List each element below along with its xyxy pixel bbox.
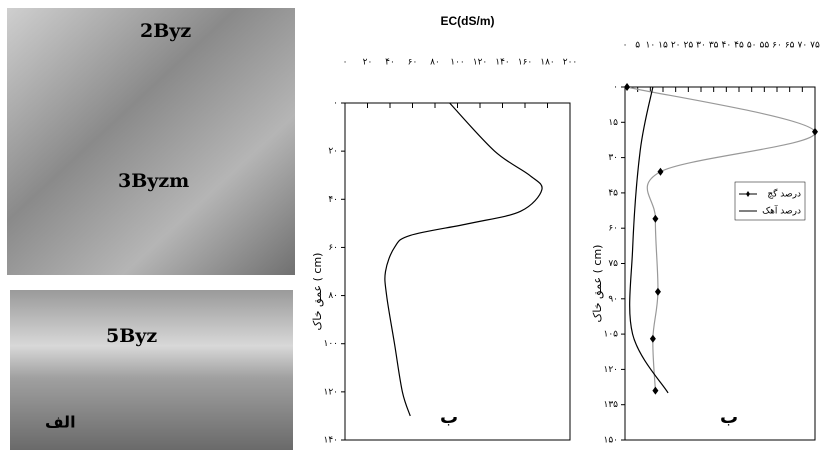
x-tick-label: ۶۵ [785,41,795,51]
x-tick-label: ۳۵ [709,41,719,51]
data-line [385,103,542,416]
x-tick-label: ۱۸۰ [540,58,555,68]
x-tick-label: ۸۰ [430,58,440,68]
data-line [627,87,815,391]
x-tick-label: ۴۰ [385,58,395,68]
x-tick-label: ۴۵ [734,41,744,51]
x-tick-label: ۱۶۰ [518,58,533,68]
x-tick-label: ۱۰۰ [450,58,465,68]
y-tick-label: ۶۰ [328,243,338,253]
x-tick-label: ۱۰ [645,41,655,51]
plot-frame [625,87,815,440]
x-tick-label: ۲۰ [363,58,373,68]
y-tick-label: ۱۵ [608,118,618,128]
chart-title: EC(dS/m) [441,14,495,28]
y-tick-label: ۹۰ [608,294,618,304]
x-tick-label: ۰ [343,58,348,68]
data-point [652,215,658,223]
x-tick-label: ۶۰ [408,58,418,68]
x-tick-label: ۷۵ [810,41,820,51]
y-tick-label: ۱۳۵ [603,400,618,410]
y-axis-label: عمق خاک ( cm) [591,245,605,323]
y-tick-label: ۴۵ [608,188,618,198]
x-tick-label: ۵۵ [759,41,769,51]
legend-label: درصد آهک [762,205,801,217]
x-tick-label: ۳۰ [696,41,706,51]
plot-frame [345,103,570,440]
data-line [630,87,668,393]
y-tick-label: ۰ [333,99,338,109]
y-tick-label: ۱۲۰ [323,387,338,397]
x-tick-label: ۲۰۰ [563,58,578,68]
y-tick-label: ۱۰۰ [323,339,338,349]
x-tick-label: ۷۰ [797,41,807,51]
legend-label: درصد گچ [767,188,801,200]
y-tick-label: ۳۰ [608,153,618,163]
x-tick-label: ۲۵ [683,41,693,51]
photo [7,8,295,275]
data-point [655,288,661,296]
horizon-label: 2Byz [140,20,191,42]
y-tick-label: ۸۰ [328,291,338,301]
x-tick-label: ۱۴۰ [495,58,510,68]
data-point [652,387,658,395]
data-point [657,168,663,176]
panel-label: الف [45,413,76,432]
x-tick-label: ۰ [623,41,628,51]
x-tick-label: ۱۲۰ [473,58,488,68]
y-tick-label: ۱۰۵ [603,330,618,340]
y-axis-label: عمق خاک ( cm) [311,253,325,331]
figure: 2Byz 3Byzm 5Byz الف ۰۲۰۴۰۶۰۸۰۱۰۰۱۲۰۱۴۰۱۶… [0,0,834,452]
horizon-label: 5Byz [106,325,157,347]
x-tick-label: ۵ [635,41,640,51]
panel-label: ب [440,407,458,428]
y-tick-label: ۷۵ [608,259,618,269]
y-tick-label: ۶۰ [608,224,618,234]
x-tick-label: ۱۵ [658,41,668,51]
x-tick-label: ۲۰ [671,41,681,51]
y-tick-label: ۴۰ [328,195,338,205]
data-point [650,335,656,343]
horizon-label: 3Byzm [118,170,189,192]
y-tick-label: ۲۰ [328,147,338,157]
x-tick-label: ۵۰ [747,41,757,51]
y-tick-label: ۱۵۰ [603,436,618,446]
panel-label: ب [720,407,738,428]
y-tick-label: ۰ [613,83,618,93]
x-tick-label: ۴۰ [721,41,731,51]
y-tick-label: ۱۴۰ [323,436,338,446]
x-tick-label: ۶۰ [772,41,782,51]
y-tick-label: ۱۲۰ [603,365,618,375]
